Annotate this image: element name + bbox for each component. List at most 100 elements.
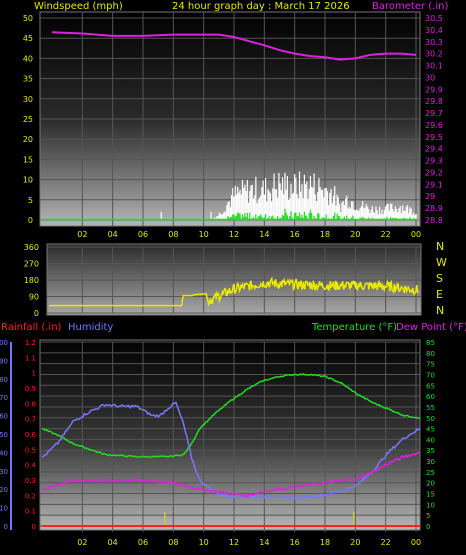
x-tick-label: 00: [411, 230, 421, 239]
x-tick-label: 22: [381, 538, 391, 547]
rain-tick-label: 0.8: [25, 400, 36, 408]
temperature-label: Temperature (°F): [311, 322, 397, 333]
x-tick-label: 04: [108, 538, 118, 547]
temperature-tick-label: 60: [426, 393, 435, 401]
compass-label: N: [436, 304, 444, 317]
rain-tick-label: 0.3: [25, 477, 36, 485]
compass-label: W: [436, 256, 447, 269]
direction-tick-label: 90: [29, 293, 39, 302]
x-tick-label: 14: [259, 538, 269, 547]
temperature-tick-label: 80: [426, 350, 435, 358]
barometer-label: Barometer (.in): [372, 1, 448, 12]
x-tick-label: 04: [108, 230, 118, 239]
humidity-tick-label: 90: [0, 357, 8, 365]
rain-tick-labels: 1.2 1.1 1 0.9 0.8 0.7 0.6 0.5 0.4 0.3 0.2 0.1 0: [25, 339, 37, 531]
temperature-tick-label: 10: [426, 501, 435, 509]
windspeed-tick-label: 30: [23, 95, 33, 104]
humidity-tick-label: 50: [0, 431, 8, 439]
windspeed-label: Windspeed (mph): [34, 1, 123, 12]
humidity-line: [41, 401, 421, 501]
x-tick-label: 20: [350, 538, 360, 547]
barometer-tick-label: 29.1: [425, 180, 443, 189]
direction-tick-labels: 360 270 180 90 0: [24, 243, 39, 318]
graph-title: 24 hour graph day : March 17 2026: [172, 1, 350, 12]
barometer-tick-label: 30.2: [425, 50, 443, 59]
barometer-tick-label: 30.5: [425, 14, 443, 23]
rain-tick-label: 1.2: [25, 339, 36, 347]
temperature-line: [41, 373, 421, 459]
x-tick-label: 10: [199, 538, 209, 547]
barometer-tick-label: 29.4: [425, 145, 443, 154]
dewpoint-label: Dew Point (°F): [396, 322, 466, 333]
x-tick-label: 16: [290, 538, 300, 547]
humidity-tick-label: 70: [0, 394, 8, 402]
dewpoint-line: [41, 451, 421, 499]
wind-direction-line: [49, 276, 419, 308]
barometer-tick-label: 30.4: [425, 26, 443, 35]
humidity-tick-labels: 1009080706050403020100: [0, 339, 8, 531]
temperature-tick-label: 25: [426, 469, 435, 477]
x-tick-label: 06: [138, 230, 148, 239]
humidity-tick-label: 0: [4, 523, 8, 531]
x-tick-label: 12: [229, 230, 239, 239]
rain-tick-label: 1: [32, 370, 36, 378]
rain-tick-label: 0.9: [25, 385, 36, 393]
humidity-tick-label: 80: [0, 376, 8, 384]
windspeed-tick-label: 5: [28, 196, 33, 205]
humidity-tick-label: 40: [0, 449, 8, 457]
barometer-tick-label: 29.5: [425, 133, 443, 142]
x-tick-label: 06: [138, 538, 148, 547]
rain-tick-label: 0.1: [25, 508, 36, 516]
x-tick-label: 18: [320, 230, 330, 239]
compass-label: S: [436, 272, 443, 285]
compass-label: N: [436, 240, 444, 253]
rain-tick-label: 0.5: [25, 446, 36, 454]
temperature-tick-label: 70: [426, 371, 435, 379]
panel3-plot-area: [39, 339, 421, 531]
rain-markers: [164, 512, 355, 526]
windspeed-tick-label: 20: [23, 135, 33, 144]
temperature-tick-label: 5: [426, 512, 430, 520]
humidity-tick-label: 100: [0, 339, 8, 347]
panel1-x-tick-labels: 02 04 06 08 10 12 14 16 18 20 22 00: [77, 230, 421, 239]
barometer-tick-label: 30: [425, 73, 435, 82]
windspeed-bars: [160, 171, 417, 220]
temperature-tick-label: 45: [426, 426, 435, 434]
windspeed-tick-label: 50: [23, 14, 33, 23]
x-tick-label: 20: [350, 230, 360, 239]
barometer-tick-label: 29.7: [425, 109, 443, 118]
barometer-tick-label: 29.2: [425, 168, 443, 177]
direction-tick-label: 270: [24, 260, 39, 269]
barometer-tick-label: 30.3: [425, 38, 443, 47]
x-tick-label: 18: [320, 538, 330, 547]
panel2-grid: [47, 246, 421, 314]
rain-tick-label: 0.2: [25, 492, 36, 500]
temperature-tick-label: 15: [426, 491, 435, 499]
rainfall-label: Rainfall (.in): [1, 322, 62, 333]
rain-tick-label: 0.7: [25, 416, 36, 424]
x-tick-label: 22: [381, 230, 391, 239]
rain-tick-label: 0.4: [25, 462, 37, 470]
panel1-grid: [40, 12, 420, 226]
windspeed-tick-label: 45: [23, 34, 33, 43]
x-tick-label: 02: [77, 230, 87, 239]
temperature-tick-label: 0: [426, 523, 430, 531]
windspeed-tick-label: 15: [23, 155, 33, 164]
humidity-tick-label: 60: [0, 413, 8, 421]
temperature-tick-label: 55: [426, 404, 435, 412]
direction-tick-label: 360: [24, 243, 39, 252]
barometer-tick-labels: 30.5 30.4 30.3 30.2 30.1 30 29.9 29.8 29.7 29.6 29…: [425, 14, 443, 225]
barometer-tick-label: 29.8: [425, 97, 443, 106]
temperature-tick-label: 40: [426, 436, 435, 444]
windspeed-tick-label: 10: [23, 176, 33, 185]
barometer-tick-label: 29.3: [425, 157, 443, 166]
barometer-tick-label: 29.6: [425, 121, 443, 130]
barometer-tick-label: 28.8: [425, 216, 443, 225]
x-tick-label: 12: [229, 538, 239, 547]
gust-bars: [40, 208, 420, 221]
temperature-tick-label: 65: [426, 382, 435, 390]
